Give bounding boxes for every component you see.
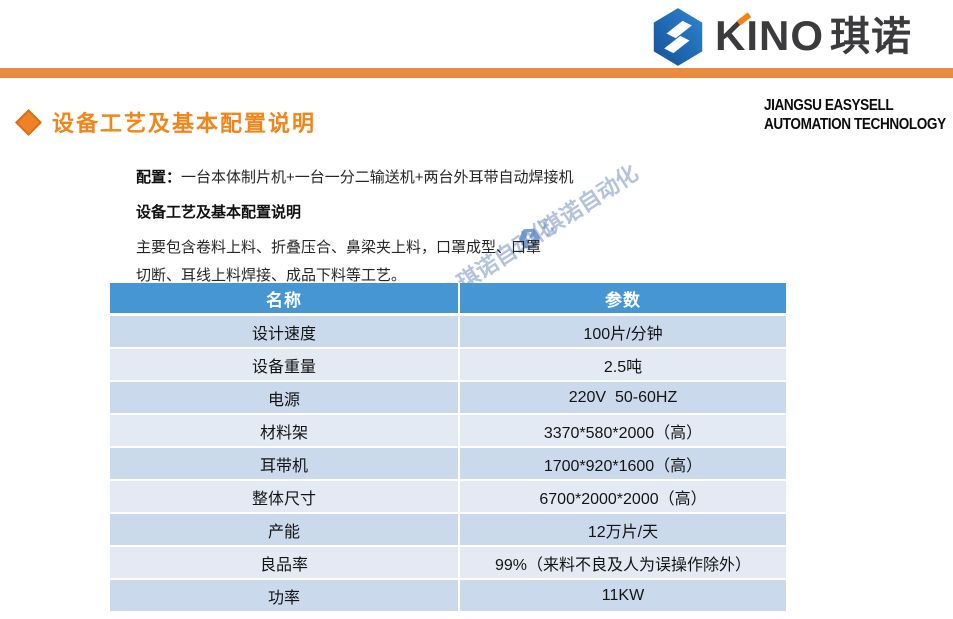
table-row: 功率 11KW <box>110 579 786 613</box>
intro-desc-line1: 主要包含卷料上料、折叠压合、鼻梁夹上料，口罩成型、口罩 <box>136 239 542 256</box>
orange-divider-bar <box>0 68 953 78</box>
spec-param-cell: 1700*920*1600（高） <box>459 447 786 481</box>
section-heading: 设备工艺及基本配置说明 <box>15 106 316 138</box>
spec-name-cell: 产能 <box>110 513 460 547</box>
spec-param-cell: 100片/分钟 <box>459 314 786 349</box>
spec-name-cell: 耳带机 <box>110 447 460 481</box>
table-row: 材料架 3370*580*2000（高） <box>110 414 786 448</box>
table-row: 电源 220V 50-60HZ <box>110 381 786 415</box>
header-cell-name: 名称 <box>110 283 460 316</box>
spec-name-cell: 功率 <box>110 579 460 613</box>
kino-wordmark: KINO 琪诺 <box>715 6 912 67</box>
kino-logo-icon <box>653 7 703 66</box>
header-cell-param: 参数 <box>459 283 786 316</box>
table-header-row: 名称 参数 <box>110 283 786 316</box>
config-label: 配置： <box>136 169 182 186</box>
spec-name-cell: 设备重量 <box>110 348 460 382</box>
spec-name-cell: 材料架 <box>110 414 460 448</box>
table-row: 良品率 99%（来料不良及人为误操作除外） <box>110 546 786 580</box>
spec-param-cell: 220V 50-60HZ <box>459 381 786 415</box>
spec-param-cell: 6700*2000*2000（高） <box>459 480 786 514</box>
table-row: 耳带机 1700*920*1600（高） <box>110 447 786 481</box>
company-name: JIANGSU EASYSELL AUTOMATION TECHNOLOGY <box>764 96 946 134</box>
spec-param-cell: 2.5吨 <box>459 348 786 382</box>
company-name-line1: JIANGSU EASYSELL <box>764 97 894 114</box>
company-name-line2: AUTOMATION TECHNOLOGY <box>764 116 946 133</box>
intro-desc-line2: 切断、耳线上料焊接、成品下料等工艺。 <box>136 267 407 284</box>
spec-table: 名称 参数 设计速度 100片/分钟 设备重量 2.5吨 电源 220V 50-… <box>110 283 786 613</box>
kino-logo: KINO 琪诺 <box>649 6 912 67</box>
table-row: 设备重量 2.5吨 <box>110 348 786 382</box>
spec-param-cell: 99%（来料不良及人为误操作除外） <box>459 546 786 580</box>
table-row: 整体尺寸 6700*2000*2000（高） <box>110 480 786 514</box>
spec-param-cell: 11KW <box>459 579 786 613</box>
config-line: 配置：一台本体制片机+一台一分二输送机+两台外耳带自动焊接机 <box>136 166 676 187</box>
spec-param-cell: 3370*580*2000（高） <box>459 414 786 448</box>
spec-param-cell: 12万片/天 <box>459 513 786 547</box>
kino-wordmark-latin: KINO <box>715 12 824 59</box>
intro-subtitle: 设备工艺及基本配置说明 <box>136 204 302 221</box>
spec-name-cell: 电源 <box>110 381 460 415</box>
spec-name-cell: 整体尺寸 <box>110 480 460 514</box>
page-title: 设备工艺及基本配置说明 <box>52 111 317 136</box>
intro-text: 配置：一台本体制片机+一台一分二输送机+两台外耳带自动焊接机 设备工艺及基本配置… <box>136 166 676 290</box>
diamond-bullet-icon <box>15 108 42 136</box>
config-value: 一台本体制片机+一台一分二输送机+两台外耳带自动焊接机 <box>181 169 574 186</box>
spec-name-cell: 良品率 <box>110 546 460 580</box>
table-row: 设计速度 100片/分钟 <box>110 314 786 349</box>
table-row: 产能 12万片/天 <box>110 513 786 547</box>
spec-name-cell: 设计速度 <box>110 314 460 349</box>
kino-wordmark-cn: 琪诺 <box>830 15 912 59</box>
